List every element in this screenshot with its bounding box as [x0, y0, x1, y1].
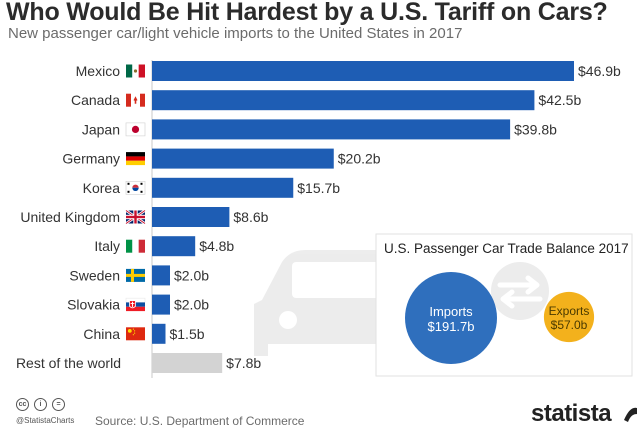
inset-title: U.S. Passenger Car Trade Balance 2017: [384, 241, 629, 256]
bar-united-kingdom: [152, 207, 230, 227]
imports-value: $191.7b: [428, 319, 475, 334]
category-label: Rest of the world: [16, 355, 121, 371]
chart-subtitle: New passenger car/light vehicle imports …: [8, 25, 463, 42]
category-label: Canada: [71, 92, 120, 108]
canada-flag-icon: [126, 93, 145, 107]
category-label: China: [83, 326, 120, 342]
bar-china: [152, 323, 166, 344]
bar-korea: [152, 177, 294, 198]
bar-italy: [152, 236, 196, 257]
value-label: $46.9b: [578, 63, 621, 79]
value-label: $15.7b: [297, 180, 340, 196]
imports-label: Imports: [429, 304, 473, 319]
category-label: Sweden: [69, 267, 120, 283]
category-label: Slovakia: [67, 297, 120, 313]
exports-bubble: [543, 291, 595, 343]
no-derivatives-icon: =: [52, 398, 65, 411]
mexico-flag-icon: [126, 64, 145, 78]
category-label: Germany: [62, 151, 120, 167]
value-label: $39.8b: [514, 121, 557, 137]
category-label: United Kingdom: [20, 209, 120, 225]
korea-flag-icon: [125, 181, 146, 195]
category-label: Korea: [83, 180, 121, 196]
source-note: Source: U.S. Department of Commerce: [95, 414, 305, 428]
bar-mexico: [152, 61, 574, 81]
sweden-flag-icon: [126, 268, 145, 282]
bar-germany: [152, 148, 334, 169]
china-flag-icon: [126, 327, 145, 341]
exchange-arrows-icon: [491, 262, 549, 320]
bar-canada: [152, 90, 535, 111]
imports-bubble: [405, 272, 497, 364]
value-label: $4.8b: [199, 238, 234, 254]
value-label: $1.5b: [169, 326, 204, 342]
statista-handle: @StatistaCharts: [16, 416, 75, 425]
value-label: $2.0b: [174, 297, 209, 313]
bar-slovakia: [152, 294, 170, 315]
category-label: Mexico: [76, 63, 121, 79]
germany-flag-icon: [126, 152, 145, 166]
chart-title: Who Would Be Hit Hardest by a U.S. Tarif…: [6, 0, 608, 26]
license-icons: cc i =: [16, 398, 65, 411]
value-label: $20.2b: [338, 151, 381, 167]
uk-flag-icon: [125, 209, 146, 225]
bar-rest-of-the-world: [152, 353, 223, 373]
value-label: $7.8b: [226, 355, 261, 371]
value-label: $42.5b: [538, 92, 581, 108]
category-label: Italy: [94, 238, 120, 254]
value-label: $8.6b: [233, 209, 268, 225]
category-label: Japan: [82, 121, 120, 137]
exports-value: $57.0b: [551, 318, 588, 332]
attribution-icon: i: [34, 398, 47, 411]
italy-flag-icon: [126, 239, 145, 253]
exports-label: Exports: [549, 304, 590, 318]
japan-flag-icon: [125, 122, 146, 137]
bar-japan: [152, 119, 511, 140]
creative-commons-icon: cc: [16, 398, 29, 411]
statista-logo-mark-icon: [624, 407, 637, 422]
trade-balance-inset: U.S. Passenger Car Trade Balance 2017 Im…: [375, 233, 633, 377]
value-label: $2.0b: [174, 267, 209, 283]
slovakia-flag-icon: [125, 297, 146, 312]
bar-sweden: [152, 265, 170, 286]
statista-logo: statista: [531, 400, 612, 427]
